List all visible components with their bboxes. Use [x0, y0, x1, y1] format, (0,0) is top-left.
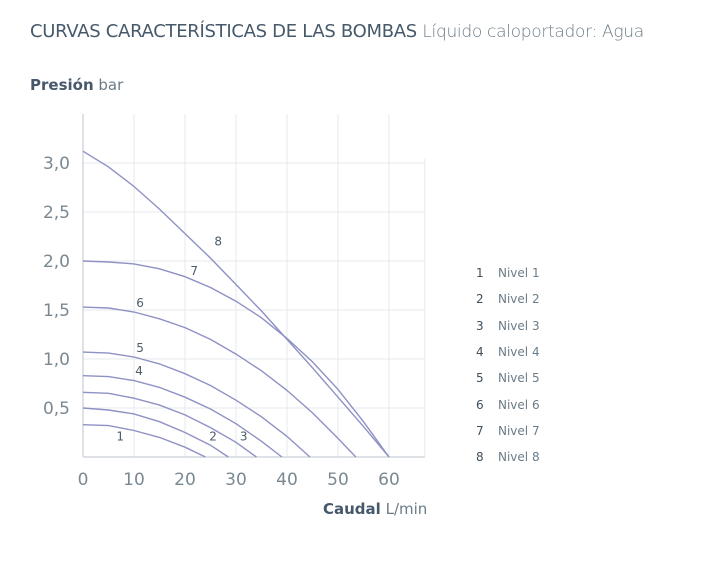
legend-label: Nivel 4 [498, 345, 540, 360]
curve-label: 2 [209, 429, 217, 443]
legend-item: 6 Nivel 6 [476, 391, 540, 417]
legend-item: 2 Nivel 2 [476, 286, 540, 312]
y-axis-name: Presión [30, 76, 94, 94]
x-tick-label: 30 [225, 470, 247, 490]
legend-label: Nivel 7 [498, 423, 540, 438]
legend-number: 3 [476, 318, 484, 333]
y-tick-label: 1,5 [43, 301, 70, 321]
x-axis-unit: L/min [385, 500, 428, 518]
y-axis-unit: bar [98, 76, 124, 94]
legend-label: Nivel 1 [498, 266, 540, 281]
curve-label: 7 [190, 264, 198, 278]
curve-label: 1 [116, 429, 124, 443]
curve-nivel-7 [82, 260, 390, 458]
legend-label: Nivel 3 [498, 318, 540, 333]
curve-nivel-1 [82, 424, 206, 458]
y-tick-label: 2,0 [43, 252, 70, 272]
legend-label: Nivel 2 [498, 292, 540, 307]
legend-label: Nivel 5 [498, 371, 540, 386]
x-tick-label: 20 [174, 470, 196, 490]
chart-subtitle: Líquido caloportador: Agua [422, 22, 644, 42]
x-tick-label: 40 [276, 470, 298, 490]
x-tick-label: 50 [327, 470, 349, 490]
curve-nivel-3 [82, 391, 257, 458]
legend-item: 1 Nivel 1 [476, 260, 540, 286]
legend-number: 5 [476, 371, 484, 386]
curve-label: 4 [135, 364, 143, 378]
legend: 1 Nivel 1 2 Nivel 2 3 Nivel 3 4 Nivel 4 5 Nivel 5… [476, 260, 540, 470]
curve-label: 6 [136, 296, 144, 310]
y-tick-label: 1,0 [43, 350, 70, 370]
legend-number: 6 [476, 397, 484, 412]
y-tick-label: 2,5 [43, 203, 70, 223]
y-tick-label: 3,0 [43, 154, 70, 174]
x-tick-label: 60 [378, 470, 400, 490]
legend-item: 4 Nivel 4 [476, 339, 540, 365]
chart-title: CURVAS CARACTERÍSTICAS DE LAS BOMBAS Líq… [30, 21, 644, 42]
curve-nivel-2 [82, 407, 229, 458]
x-axis-name: Caudal [323, 500, 381, 518]
x-tick-label: 10 [123, 470, 145, 490]
curve-nivel-4 [82, 375, 283, 458]
x-tick-label: 0 [78, 470, 89, 490]
legend-item: 3 Nivel 3 [476, 313, 540, 339]
curve-label: 3 [240, 429, 248, 443]
legend-item: 7 Nivel 7 [476, 418, 540, 444]
curve-nivel-8 [82, 150, 390, 458]
curve-label: 8 [214, 234, 222, 248]
x-axis-label: Caudal L/min [323, 500, 427, 518]
curve-nivel-5 [82, 351, 311, 458]
y-axis-label: Presión bar [30, 76, 123, 94]
curve-label: 5 [136, 341, 144, 355]
legend-label: Nivel 6 [498, 397, 540, 412]
legend-number: 1 [476, 266, 484, 281]
legend-label: Nivel 8 [498, 450, 540, 465]
chart-title-main: CURVAS CARACTERÍSTICAS DE LAS BOMBAS [30, 21, 417, 42]
legend-item: 5 Nivel 5 [476, 365, 540, 391]
legend-item: 8 Nivel 8 [476, 444, 540, 470]
curve-nivel-6 [82, 306, 357, 458]
legend-number: 7 [476, 423, 484, 438]
legend-number: 8 [476, 450, 484, 465]
legend-number: 2 [476, 292, 484, 307]
legend-number: 4 [476, 345, 484, 360]
y-tick-label: 0,5 [43, 399, 70, 419]
